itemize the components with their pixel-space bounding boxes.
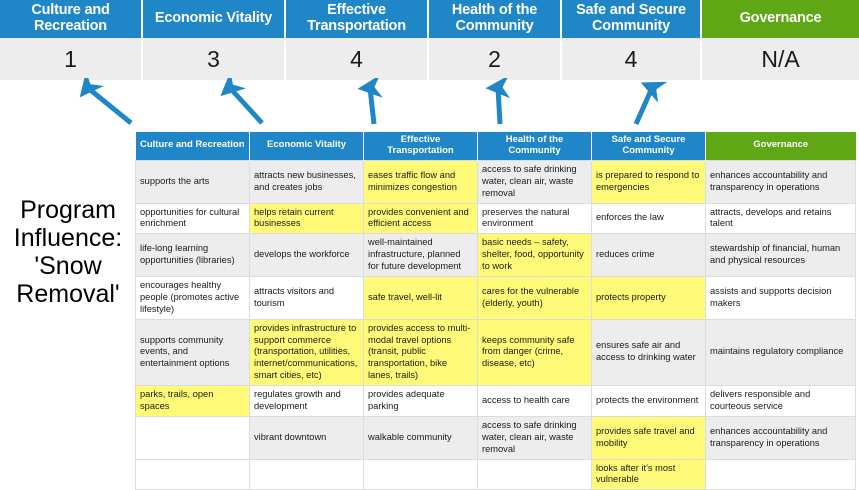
influence-matrix-container: Culture and Recreation Economic Vitality E… [135,132,856,490]
matrix-col-header-4: Health of the Community [477,132,592,161]
caption-line-3: 'Snow [34,252,102,280]
arrow-5 [633,81,668,126]
matrix-cell-r4-c6: assists and supports decision makers [705,275,856,320]
matrix-cell-r3-c1: life-long learning opportunities (librar… [135,233,250,277]
matrix-cell-r4-c5: protects property [591,275,706,320]
scorecard-header-1: Culture and Recreation [0,0,143,38]
matrix-cell-r7-c3: walkable community [363,415,478,460]
matrix-cell-r8-c6 [705,458,856,490]
scorecard-header-2: Economic Vitality [143,0,286,38]
scorecard-value-1: 1 [0,38,143,80]
matrix-cell-r2-c5: enforces the law [591,202,706,235]
matrix-cell-r2-c3: provides convenient and efficient access [363,202,478,235]
matrix-cell-r7-c6: enhances accountability and transparency… [705,415,856,460]
table-row: opportunities for cultural enrichment hel… [135,202,856,235]
matrix-cell-r8-c3 [363,458,478,490]
matrix-cell-r5-c1: supports community events, and entertain… [135,318,250,387]
table-row: vibrant downtown walkable community access… [135,415,856,460]
matrix-cell-r3-c4: basic needs – safety, shelter, food, opp… [477,233,592,277]
matrix-cell-r5-c4: keeps community safe from danger (crime,… [477,318,592,387]
matrix-cell-r4-c2: attracts visitors and tourism [249,275,364,320]
matrix-cell-r7-c2: vibrant downtown [249,415,364,460]
scorecard-value-2: 3 [143,38,286,80]
matrix-cell-r3-c3: well-maintained infrastructure, planned … [363,233,478,277]
matrix-cell-r6-c6: delivers responsible and courteous servi… [705,385,856,417]
arrow-3 [357,74,383,125]
matrix-cell-r7-c1 [135,415,250,460]
caption-line-4: Removal' [16,280,120,308]
matrix-cell-r2-c1: opportunities for cultural enrichment [135,202,250,235]
table-row: supports community events, and entertain… [135,318,856,387]
matrix-cell-r6-c5: protects the environment [591,385,706,417]
matrix-cell-r2-c6: attracts, develops and retains talent [705,202,856,235]
table-row: looks after it's most vulnerable [135,458,856,490]
scorecard-value-row: 1 3 4 2 4 N/A [0,38,859,80]
arrow-1 [79,71,133,125]
matrix-cell-r6-c1: parks, trails, open spaces [135,385,250,417]
matrix-cell-r5-c6: maintains regulatory compliance [705,318,856,387]
arrow-connectors [0,71,859,134]
scorecard-header-4: Health of the Community [429,0,562,38]
scorecard-value-3: 4 [286,38,429,80]
program-influence-caption: Program Influence: 'Snow Removal' [4,196,132,308]
scorecard-header-6: Governance [702,0,859,38]
matrix-cell-r1-c4: access to safe drinking water, clean air… [477,159,592,204]
matrix-cell-r5-c3: provides access to multi-modal travel op… [363,318,478,387]
matrix-cell-r1-c3: eases traffic flow and minimizes congest… [363,159,478,204]
matrix-cell-r5-c2: provides infrastructure to support comme… [249,318,364,387]
matrix-col-header-3: Effective Transportation [363,132,478,161]
table-row: encourages healthy people (promotes acti… [135,275,856,320]
matrix-col-header-2: Economic Vitality [249,132,364,161]
matrix-header: Culture and Recreation Economic Vitality E… [135,132,856,161]
table-row: life-long learning opportunities (librar… [135,233,856,277]
matrix-cell-r8-c1 [135,458,250,490]
matrix-cell-r2-c4: preserves the natural environment [477,202,592,235]
matrix-cell-r6-c3: provides adequate parking [363,385,478,417]
matrix-cell-r1-c5: is prepared to respond to emergencies [591,159,706,204]
scorecard-value-6: N/A [702,38,859,80]
matrix-header-row: Culture and Recreation Economic Vitality E… [135,132,856,161]
matrix-cell-r8-c5: looks after it's most vulnerable [591,458,706,490]
matrix-cell-r4-c1: encourages healthy people (promotes acti… [135,275,250,320]
scorecard-value-4: 2 [429,38,562,80]
matrix-cell-r7-c4: access to safe drinking water, clean air… [477,415,592,460]
matrix-cell-r3-c5: reduces crime [591,233,706,277]
matrix-cell-r6-c2: regulates growth and development [249,385,364,417]
table-row: supports the arts attracts new businesses… [135,159,856,204]
matrix-cell-r6-c4: access to health care [477,385,592,417]
scorecard-header-row: Culture and Recreation Economic Vitality E… [0,0,859,38]
arrow-2 [220,71,264,125]
matrix-cell-r1-c1: supports the arts [135,159,250,204]
matrix-cell-r8-c2 [249,458,364,490]
scorecard-value-5: 4 [562,38,702,80]
matrix-cell-r4-c4: cares for the vulnerable (elderly, youth… [477,275,592,320]
caption-line-2: Influence: [13,224,123,252]
influence-matrix-table: Culture and Recreation Economic Vitality E… [135,132,856,490]
scorecard-strip: Culture and Recreation Economic Vitality E… [0,0,859,80]
matrix-cell-r4-c3: safe travel, well-lit [363,275,478,320]
matrix-cell-r1-c2: attracts new businesses, and creates job… [249,159,364,204]
arrow-4 [485,75,511,125]
matrix-col-header-5: Safe and Secure Community [591,132,706,161]
matrix-cell-r8-c4 [477,458,592,490]
matrix-col-header-1: Culture and Recreation [135,132,250,161]
matrix-body: supports the arts attracts new businesses… [135,159,856,490]
matrix-cell-r7-c5: provides safe travel and mobility [591,415,706,460]
matrix-cell-r3-c6: stewardship of financial, human and phys… [705,233,856,277]
matrix-cell-r2-c2: helps retain current businesses [249,202,364,235]
scorecard-header-3: Effective Transportation [286,0,429,38]
caption-line-1: Program [20,196,116,224]
matrix-col-header-6: Governance [705,132,856,161]
arrows-svg [79,71,668,126]
matrix-cell-r5-c5: ensures safe air and access to drinking … [591,318,706,387]
matrix-cell-r3-c2: develops the workforce [249,233,364,277]
table-row: parks, trails, open spaces regulates grow… [135,385,856,417]
scorecard-header-5: Safe and Secure Community [562,0,702,38]
matrix-cell-r1-c6: enhances accountability and transparency… [705,159,856,204]
